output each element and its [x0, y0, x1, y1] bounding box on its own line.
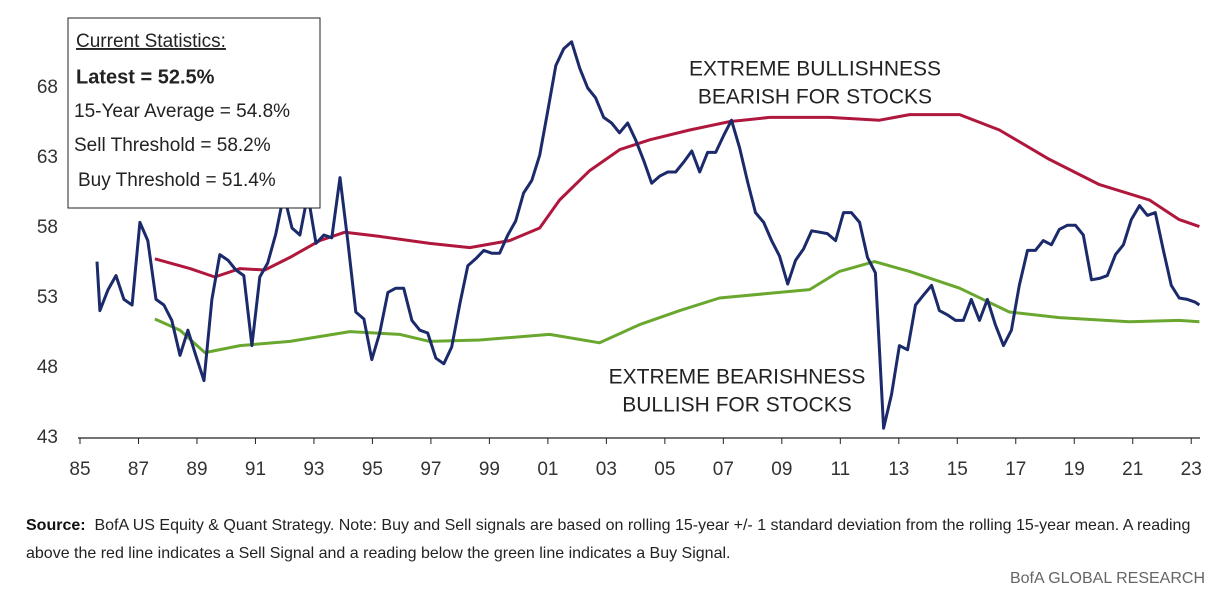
stats-line: Latest = 52.5% — [76, 66, 215, 88]
source-note: Source: BofA US Equity & Quant Strategy.… — [26, 512, 1206, 568]
stats-line: Sell Threshold = 58.2% — [74, 135, 271, 156]
x-tick-label: 95 — [362, 459, 383, 480]
stats-line: Buy Threshold = 51.4% — [78, 170, 276, 191]
y-tick-label: 53 — [37, 287, 58, 308]
annotation: EXTREME BEARISHNESS — [609, 366, 866, 389]
stats-title: Current Statistics: — [76, 31, 226, 52]
series-line — [154, 260, 1200, 355]
annotation: BULLISH FOR STOCKS — [622, 394, 852, 417]
annotation: BEARISH FOR STOCKS — [698, 86, 932, 109]
x-tick-label: 17 — [1005, 459, 1026, 480]
y-tick-label: 68 — [37, 77, 58, 98]
x-tick-label: 97 — [420, 459, 441, 480]
source-label: Source: — [26, 517, 86, 534]
y-tick-label: 48 — [37, 357, 58, 378]
x-tick-label: 15 — [947, 459, 968, 480]
y-tick-label: 43 — [37, 427, 58, 448]
x-tick-label: 07 — [713, 459, 734, 480]
y-tick-label: 58 — [37, 217, 58, 238]
y-tick-label: 63 — [37, 147, 58, 168]
x-tick-label: 91 — [245, 459, 266, 480]
x-tick-label: 89 — [186, 459, 207, 480]
chart: 23 21 19 17 15 13 11 09 07 05 03 01 99 97 95 93 91 89 87 85… — [37, 17, 1202, 480]
x-tick-label: 99 — [479, 459, 500, 480]
series-line — [95, 40, 1201, 430]
x-tick-label: 87 — [128, 459, 149, 480]
stats-line: 15-Year Average = 54.8% — [74, 101, 290, 122]
x-tick-label: 13 — [888, 459, 909, 480]
source-text: BofA US Equity & Quant Strategy. Note: B… — [26, 517, 1191, 562]
x-tick-label: 93 — [303, 459, 324, 480]
stats-box — [67, 17, 321, 209]
x-tick-label: 11 — [830, 459, 850, 480]
x-tick-label: 23 — [1181, 459, 1202, 480]
x-tick-label: 01 — [537, 459, 558, 480]
credit: BofA GLOBAL RESEARCH — [1009, 570, 1205, 587]
x-tick-label: 85 — [69, 459, 90, 480]
x-tick-label: 21 — [1122, 459, 1143, 480]
x-tick-label: 05 — [654, 459, 675, 480]
x-tick-label: 03 — [596, 459, 617, 480]
annotation: EXTREME BULLISHNESS — [689, 58, 941, 81]
x-tick-label: 19 — [1064, 459, 1085, 480]
series-line — [154, 113, 1200, 279]
x-tick-label: 09 — [771, 459, 792, 480]
